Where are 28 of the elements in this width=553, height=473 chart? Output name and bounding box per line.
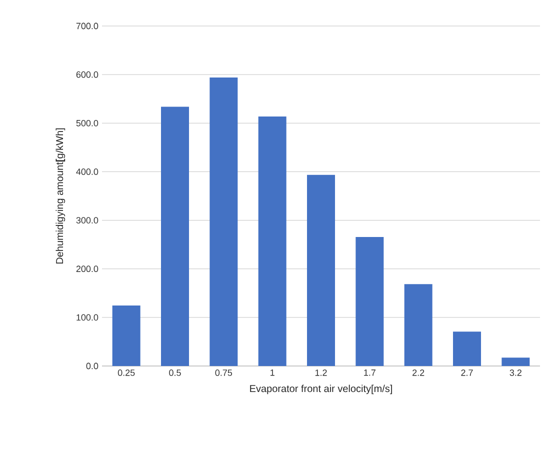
bar bbox=[356, 237, 384, 366]
y-tick-label: 300.0 bbox=[76, 217, 98, 224]
bar bbox=[502, 358, 530, 366]
x-tick-label: 0.25 bbox=[118, 370, 135, 376]
bar bbox=[307, 174, 336, 366]
y-tick-label: 500.0 bbox=[76, 120, 98, 126]
x-tick-label: 2.7 bbox=[461, 370, 473, 376]
bar bbox=[161, 106, 190, 366]
x-tick-label: 0.5 bbox=[169, 370, 181, 376]
x-tick-label: 0.75 bbox=[215, 370, 232, 376]
x-tick-label: 2.2 bbox=[412, 370, 424, 376]
x-tick-label: 1.2 bbox=[315, 370, 327, 376]
y-tick-label: 100.0 bbox=[76, 314, 98, 321]
y-tick-label: 400.0 bbox=[76, 168, 98, 175]
bar bbox=[112, 306, 140, 366]
y-axis-title: Dehumidigying amount[g/kWh] bbox=[56, 128, 66, 264]
y-tick-label: 200.0 bbox=[76, 266, 98, 272]
y-tick-label: 0.0 bbox=[86, 362, 98, 370]
x-tick-label: 1 bbox=[270, 370, 274, 376]
y-tick-label: 600.0 bbox=[76, 71, 98, 78]
bar bbox=[404, 284, 432, 366]
x-tick-label: 1.7 bbox=[364, 370, 376, 376]
x-axis-title: Evaporator front air velocity[m/s] bbox=[250, 384, 392, 394]
bar bbox=[210, 77, 238, 366]
bar bbox=[453, 332, 482, 366]
x-tick-label: 3.2 bbox=[510, 370, 522, 376]
bar bbox=[258, 116, 286, 366]
y-tick-label: 700.0 bbox=[76, 22, 98, 30]
